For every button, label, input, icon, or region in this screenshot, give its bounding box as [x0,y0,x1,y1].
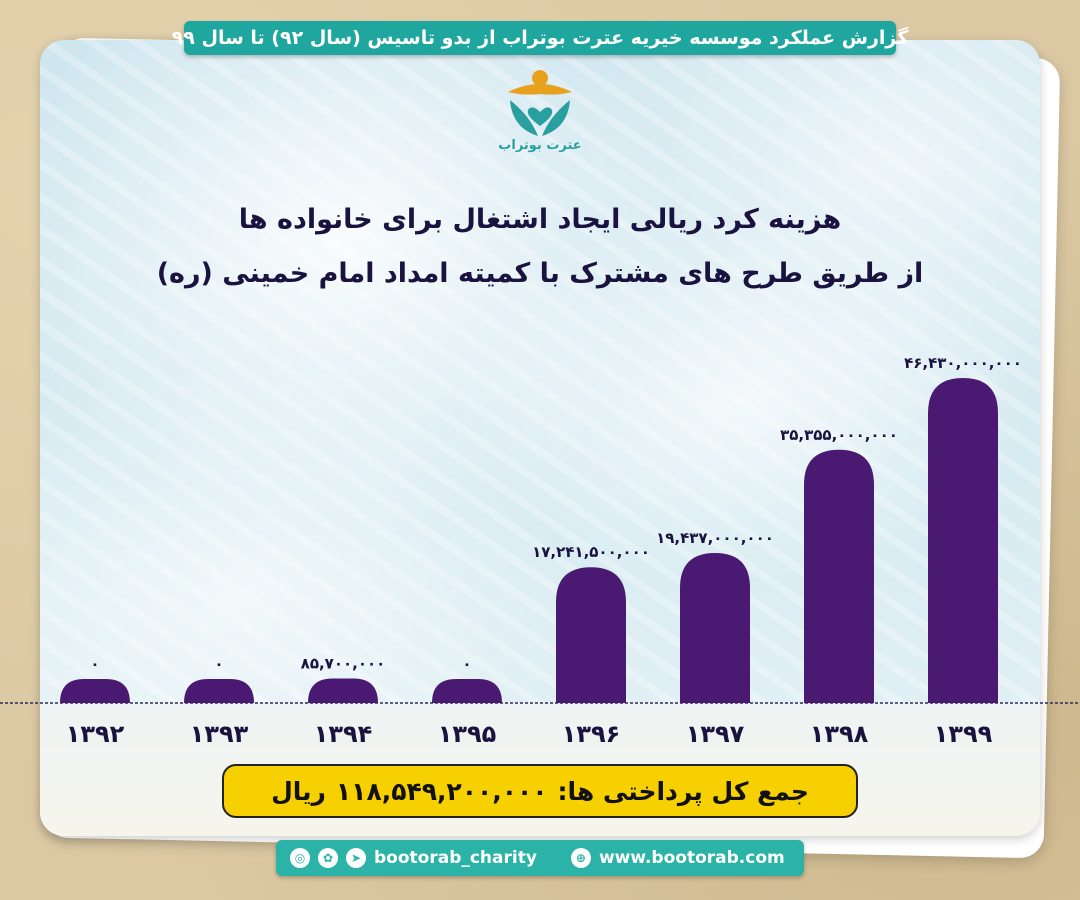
bar-7 [928,378,998,703]
value-labels-group: ۰ ۰ ۸۵,۷۰۰,۰۰۰ ۰ ۱۷,۲۴۱,۵۰۰,۰۰۰ ۱۹,۴۳۷,۰۰۰,۰۰… [90,354,1021,673]
value-label-0: ۰ [90,655,99,673]
social-handle[interactable]: bootorab_charity [374,848,537,868]
total-label: جمع کل پرداختی ها: [557,776,809,806]
value-label-1: ۰ [214,655,223,673]
instagram-icon[interactable]: ◎ [290,848,310,868]
category-label-2: ۱۳۹۴ [314,720,373,748]
web-icon[interactable]: ⊕ [570,848,591,868]
value-label-2: ۸۵,۷۰۰,۰۰۰ [301,654,386,672]
header-banner-text: گزارش عملکرد موسسه خیریه عترت بوتراب از … [171,27,909,49]
chart-title-line-2: از طریق طرح های مشترک با کمیته امداد اما… [156,258,924,289]
category-labels-group: ۱۳۹۲ ۱۳۹۳ ۱۳۹۴ ۱۳۹۵ ۱۳۹۶ ۱۳۹۷ ۱۳۹۸ ۱۳۹۹ [66,720,993,748]
logo-left-leaf-icon [510,100,538,136]
category-label-7: ۱۳۹۹ [934,720,993,748]
category-label-6: ۱۳۹۸ [810,720,869,748]
bars-group [60,378,998,703]
telegram-icon[interactable]: ➤ [346,848,366,868]
value-label-7: ۴۶,۴۳۰,۰۰۰,۰۰۰ [904,354,1022,372]
category-label-5: ۱۳۹۷ [686,720,745,748]
value-label-4: ۱۷,۲۴۱,۵۰۰,۰۰۰ [532,543,650,561]
header-banner: گزارش عملکرد موسسه خیریه عترت بوتراب از … [172,21,908,55]
aparat-icon[interactable]: ✿ [318,848,338,868]
logo-head-icon [532,70,548,86]
total-amount: ۱۱۸,۵۴۹,۲۰۰,۰۰۰ [335,776,548,806]
logo-text: عترت بوتراب [498,138,582,153]
bar-2 [308,678,378,703]
logo-right-leaf-icon [542,100,570,136]
total-payments-box: جمع کل پرداختی ها: ۱۱۸,۵۴۹,۲۰۰,۰۰۰ ریال [222,764,858,818]
category-label-3: ۱۳۹۵ [438,720,497,748]
bar-5 [680,552,750,703]
value-label-3: ۰ [462,655,471,673]
logo-arms-icon [508,84,572,95]
bar-4 [556,567,626,703]
category-label-1: ۱۳۹۳ [190,720,249,748]
bar-3 [432,679,502,703]
bar-1 [184,679,254,703]
category-label-0: ۱۳۹۲ [66,720,125,748]
bar-6 [804,449,874,703]
bar-0 [60,679,130,703]
charity-logo [508,70,572,136]
website-link[interactable]: www.bootorab.com [598,848,785,868]
value-label-6: ۳۵,۳۵۵,۰۰۰,۰۰۰ [780,426,898,444]
total-unit: ریال [271,776,326,806]
category-label-4: ۱۳۹۶ [562,720,621,748]
footer-bar: ◎ ✿ ➤ bootorab_charity ⊕ www.bootorab.co… [276,840,804,876]
logo-heart-icon [527,107,553,126]
chart-title-line-1: هزینه کرد ریالی ایجاد اشتغال برای خانواد… [238,204,842,235]
value-label-5: ۱۹,۴۳۷,۰۰۰,۰۰۰ [656,529,774,547]
